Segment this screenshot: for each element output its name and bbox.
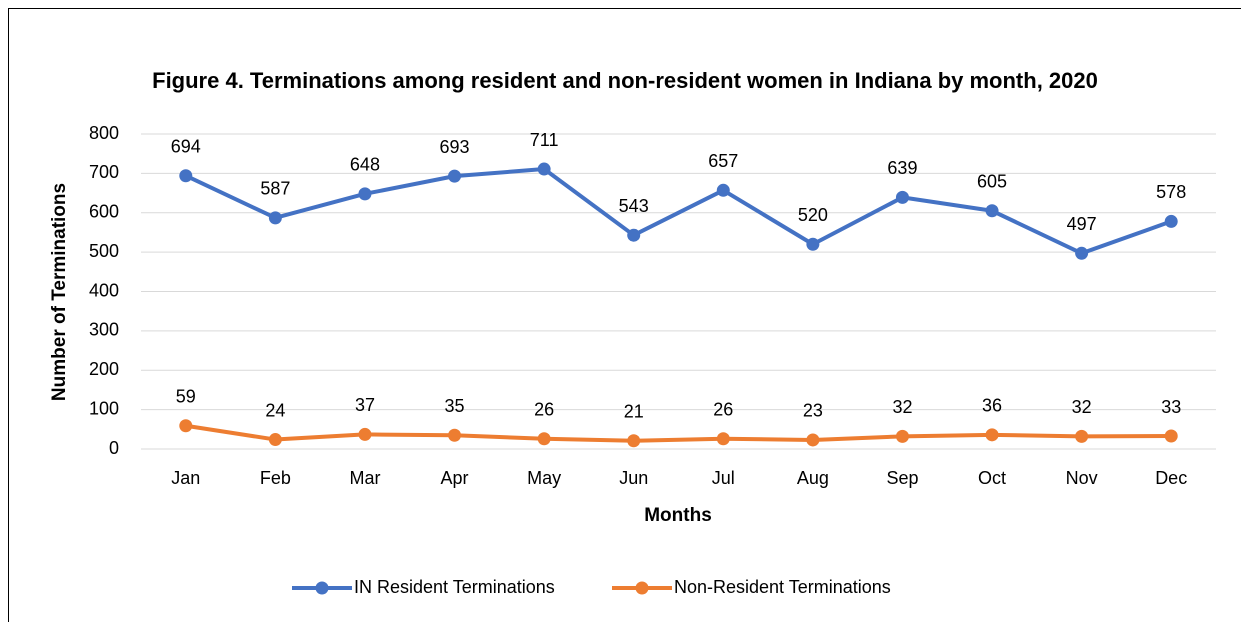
x-axis-label: Months xyxy=(644,505,712,526)
point xyxy=(895,190,909,204)
data-label: 578 xyxy=(1156,182,1186,202)
legend-label: IN Resident Terminations xyxy=(354,577,555,597)
y-tick-label: 300 xyxy=(89,320,119,340)
point xyxy=(716,432,730,446)
data-label: 711 xyxy=(530,130,559,150)
data-label: 543 xyxy=(619,196,649,216)
data-label: 639 xyxy=(887,158,917,178)
point xyxy=(358,427,372,441)
point xyxy=(806,237,820,251)
x-tick-label: Mar xyxy=(349,468,380,488)
point xyxy=(268,433,282,447)
x-tick-label: Feb xyxy=(260,468,291,488)
data-label: 33 xyxy=(1161,397,1181,417)
data-label: 497 xyxy=(1067,214,1097,234)
point xyxy=(716,183,730,197)
y-tick-label: 100 xyxy=(89,398,119,418)
x-tick-label: Apr xyxy=(441,468,469,488)
point xyxy=(985,428,999,442)
y-tick-label: 700 xyxy=(89,162,119,182)
point xyxy=(1075,429,1089,443)
data-label: 32 xyxy=(1072,397,1092,417)
point xyxy=(537,162,551,176)
data-label: 648 xyxy=(350,155,380,175)
x-tick-label: Nov xyxy=(1066,468,1098,488)
y-tick-label: 0 xyxy=(109,438,119,458)
data-label: 26 xyxy=(713,400,733,420)
chart-title: Figure 4. Terminations among resident an… xyxy=(152,68,1098,93)
data-label: 694 xyxy=(171,136,201,156)
y-axis-label: Number of Terminations xyxy=(49,183,70,401)
point xyxy=(179,419,193,433)
x-tick-label: Aug xyxy=(797,468,829,488)
x-tick-label: May xyxy=(527,468,561,488)
data-label: 59 xyxy=(176,387,196,407)
data-label: 37 xyxy=(355,395,375,415)
point xyxy=(448,428,462,442)
data-label: 32 xyxy=(892,397,912,417)
point xyxy=(1075,246,1089,260)
x-tick-label: Dec xyxy=(1155,468,1187,488)
y-tick-label: 200 xyxy=(89,359,119,379)
data-label: 24 xyxy=(265,400,285,420)
data-label: 587 xyxy=(260,179,290,199)
data-label: 23 xyxy=(803,401,823,421)
point xyxy=(627,434,641,448)
legend-marker xyxy=(315,581,329,595)
x-tick-label: Jun xyxy=(619,468,648,488)
series-line xyxy=(185,423,1172,443)
y-tick-label: 400 xyxy=(89,280,119,300)
data-label: 36 xyxy=(982,396,1002,416)
point xyxy=(537,432,551,446)
y-tick-label: 800 xyxy=(89,123,119,143)
data-label: 520 xyxy=(798,205,828,225)
point xyxy=(358,187,372,201)
data-label: 605 xyxy=(977,172,1007,192)
data-label: 26 xyxy=(534,400,554,420)
point xyxy=(627,228,641,242)
series-line xyxy=(184,167,1172,256)
point xyxy=(895,429,909,443)
x-tick-label: Sep xyxy=(886,468,918,488)
point xyxy=(1164,214,1178,228)
data-label: 21 xyxy=(624,401,644,421)
data-label: 693 xyxy=(440,137,470,157)
data-label: 657 xyxy=(708,151,738,171)
y-tick-label: 600 xyxy=(89,202,119,222)
legend-label: Non-Resident Terminations xyxy=(674,577,891,597)
x-tick-label: Oct xyxy=(978,468,1006,488)
x-tick-label: Jan xyxy=(171,468,200,488)
y-tick-label: 500 xyxy=(89,241,119,261)
point xyxy=(985,204,999,218)
point xyxy=(448,169,462,183)
x-tick-label: Jul xyxy=(712,468,735,488)
point xyxy=(806,433,820,447)
point xyxy=(1164,429,1178,443)
point xyxy=(179,169,193,183)
data-label: 35 xyxy=(445,396,465,416)
point xyxy=(268,211,282,225)
legend-marker xyxy=(635,581,649,595)
